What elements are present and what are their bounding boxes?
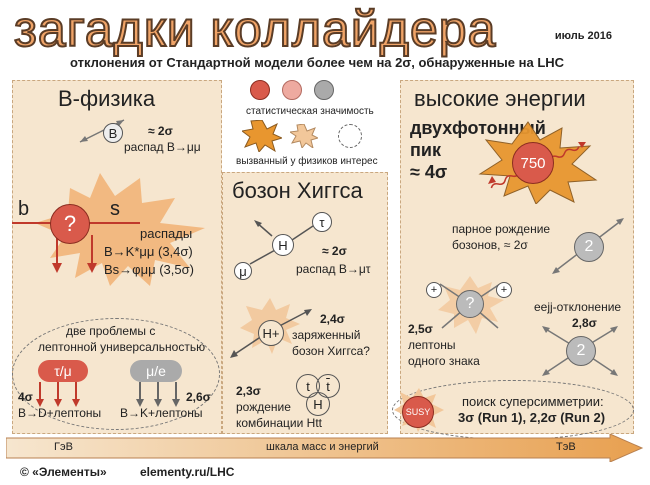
legend-star-mid: [290, 124, 318, 148]
htt-t1-label: t: [306, 378, 310, 394]
decay-2: Bs→φμμ (3,5σ): [104, 262, 194, 277]
lepton-question-label: ?: [465, 295, 475, 312]
plus-circle-1: +: [426, 282, 442, 298]
eejj-circle-label: 2: [576, 342, 586, 359]
pair-line-2: бозонов, ≈ 2σ: [452, 238, 528, 252]
plus-label-2: +: [500, 284, 508, 296]
high-energy-heading: высокие энергии: [414, 86, 586, 111]
subtitle: отклонения от Стандартной модели более ч…: [70, 55, 565, 70]
lepton-question-circle: ?: [456, 290, 484, 318]
lepton-universality-ellipse: [12, 318, 220, 430]
htt-t2-label: t: [326, 378, 330, 394]
pair-circle-label: 2: [584, 238, 594, 255]
lepton-line-2: одного знака: [408, 354, 480, 368]
legend-circle-red: [250, 80, 270, 100]
charged-higgs-circle: H+: [258, 320, 284, 346]
diphoton-line-2: пик: [410, 140, 441, 160]
htt-h-circle: H: [306, 392, 330, 416]
susy-line-2: 3σ (Run 1), 2,2σ (Run 2): [458, 410, 606, 425]
sigma-2-6: 2,6σ: [186, 390, 211, 404]
scale-left-label: ГэВ: [54, 441, 73, 453]
tau-mu-badge: τ/μ: [38, 360, 88, 382]
eejj-line-1: eejj-отклонение: [534, 300, 622, 314]
mu-label: μ: [239, 263, 247, 279]
diphoton-line-1: двухфотонный: [410, 118, 546, 138]
susy-line-1: поиск суперсимметрии:: [462, 394, 604, 409]
eejj-sigma: 2,8σ: [572, 316, 597, 330]
quark-b-label: b: [18, 198, 30, 220]
htt-line-1: рождение: [236, 400, 291, 414]
plus-circle-2: +: [496, 282, 512, 298]
interest-starburst-large: [35, 173, 205, 286]
sigma-4: 4σ: [18, 390, 33, 404]
date-label: июль 2016: [554, 30, 612, 42]
pair-circle: 2: [574, 232, 604, 262]
footer-link[interactable]: elementy.ru/LHC: [140, 465, 235, 479]
legend-significance: статистическая значимость: [246, 106, 374, 117]
susy-circle: SUSY: [402, 396, 434, 428]
decay-1: B→K*μμ (3,4σ): [104, 244, 193, 259]
question-label-b: ?: [63, 211, 77, 236]
htt-sigma: 2,3σ: [236, 384, 261, 398]
lepton-title-2: лептонной универсальностью: [38, 340, 206, 354]
charged-sigma: 2,4σ: [320, 312, 345, 326]
bphysics-heading: B-физика: [58, 86, 156, 111]
scale-center-label: шкала масс и энергий: [266, 441, 379, 453]
mu-e-badge: μ/e: [130, 360, 182, 382]
scale-right-label: ТэВ: [556, 441, 576, 453]
pair-line-1: парное рождение: [452, 222, 551, 236]
higgs-heading: бозон Хиггса: [232, 178, 363, 203]
b-sigma: ≈ 2σ: [148, 124, 173, 138]
tau-mu-label: τ/μ: [54, 363, 72, 379]
tau-circle: τ: [312, 212, 332, 232]
b-meson-circle: B: [103, 123, 123, 143]
higgs-h-circle: H: [272, 234, 294, 256]
higgs-decay: распад B→μτ: [296, 262, 371, 276]
charged-line-2: бозон Хиггса?: [292, 344, 370, 358]
b-meson-label: B: [108, 125, 118, 141]
b-decay-label: распад B→μμ: [124, 140, 201, 154]
question-circle-b: ?: [50, 204, 90, 244]
page-title: загадки коллайдера: [13, 0, 497, 58]
legend-star-dashed: [338, 124, 362, 148]
decay-4: B→K+лептоны: [120, 406, 203, 420]
charged-higgs-label: H+: [262, 325, 280, 341]
htt-h-label: H: [313, 396, 323, 412]
decays-title: распады: [140, 226, 193, 241]
lepton-arrows: [36, 382, 180, 407]
susy-label: SUSY: [405, 407, 431, 417]
legend-star-big: [242, 120, 282, 152]
lepton-title-1: две проблемы с: [66, 324, 156, 338]
htt-line-2: комбинации Htt: [236, 416, 322, 430]
eejj-circle: 2: [566, 336, 596, 366]
diphoton-circle: 750: [512, 142, 554, 184]
charged-line-1: заряженный: [292, 328, 361, 342]
diphoton-mass: 750: [520, 154, 546, 172]
scale-arrow: [6, 434, 644, 462]
tau-label: τ: [319, 214, 325, 230]
higgs-h-label: H: [278, 237, 288, 253]
plus-label-1: +: [430, 284, 438, 296]
quark-s-label: s: [110, 198, 120, 220]
lepton-line-1: лептоны: [408, 338, 456, 352]
mu-e-label: μ/e: [146, 363, 166, 379]
diphoton-line-3: ≈ 4σ: [410, 162, 448, 182]
decay-3: B→D+лептоны: [18, 406, 102, 420]
legend-circle-pink: [282, 80, 302, 100]
mu-circle: μ: [234, 262, 252, 280]
legend-circle-grey: [314, 80, 334, 100]
higgs-sigma: ≈ 2σ: [322, 244, 347, 258]
lepton-sigma: 2,5σ: [408, 322, 433, 336]
legend-interest: вызванный у физиков интерес: [236, 156, 378, 167]
footer-copyright: © «Элементы»: [20, 465, 107, 479]
